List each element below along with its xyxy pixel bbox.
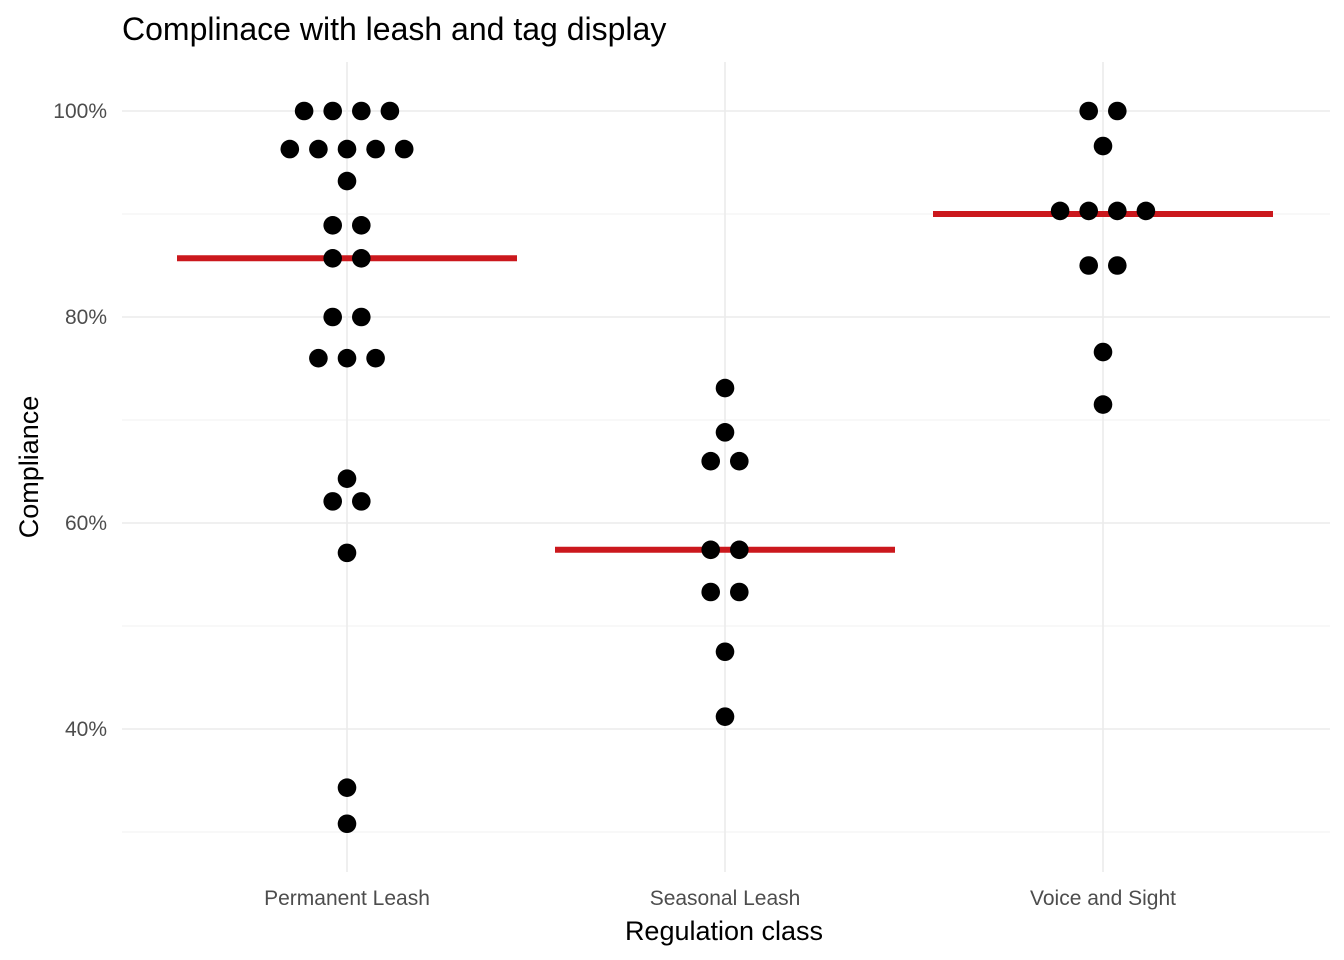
data-point [323, 307, 343, 327]
data-point [1108, 101, 1127, 121]
x-tick-label: Seasonal Leash [650, 887, 801, 910]
data-point [337, 469, 357, 489]
y-axis-title: Compliance [14, 396, 44, 539]
data-point [730, 582, 749, 602]
grid [122, 62, 1330, 872]
data-point [1093, 395, 1113, 414]
x-tick-label: Permanent Leash [264, 887, 430, 910]
data-point [730, 451, 749, 471]
mean-lines [177, 211, 1273, 553]
data-point [1050, 201, 1070, 221]
data-point [1079, 256, 1098, 275]
points [280, 101, 1156, 834]
data-point [366, 139, 385, 159]
data-point [352, 492, 371, 511]
y-tick-label: 100% [53, 100, 107, 123]
x-axis-ticks: Permanent Leash Seasonal Leash Voice and S… [264, 887, 1176, 910]
y-tick-label: 80% [65, 306, 107, 329]
data-point [730, 540, 749, 560]
data-point [323, 248, 343, 268]
data-point [1093, 136, 1113, 156]
y-tick-label: 60% [65, 512, 107, 535]
data-point [1108, 256, 1127, 275]
data-point [701, 451, 720, 471]
y-tick-label: 40% [65, 718, 107, 741]
x-axis-title: Regulation class [625, 916, 823, 946]
data-point [294, 101, 314, 121]
data-point [715, 378, 735, 398]
data-point [323, 492, 343, 511]
data-point [1079, 101, 1098, 121]
data-point [280, 139, 300, 159]
data-point [337, 543, 357, 563]
x-tick-label: Voice and Sight [1030, 887, 1176, 910]
data-point [309, 139, 328, 159]
data-point [352, 216, 371, 235]
data-point [366, 348, 385, 368]
data-point [715, 707, 735, 726]
data-point [394, 139, 414, 159]
data-point [337, 348, 357, 368]
data-point [337, 778, 357, 798]
data-point [352, 248, 371, 268]
data-point [715, 642, 735, 662]
data-point [380, 101, 400, 121]
data-point [352, 307, 371, 327]
y-axis-ticks: 40% 60% 80% 100% [53, 100, 107, 741]
data-point [1108, 201, 1127, 221]
data-point [323, 216, 343, 235]
data-point [337, 171, 357, 191]
chart-title: Complinace with leash and tag display [122, 11, 666, 47]
data-point [715, 423, 735, 442]
data-point [323, 101, 343, 121]
data-point [1093, 342, 1113, 362]
data-point [701, 582, 720, 602]
data-point [352, 101, 371, 121]
data-point [1136, 201, 1156, 221]
data-point [309, 348, 328, 368]
data-point [337, 814, 357, 834]
data-point [1079, 201, 1098, 221]
data-point [337, 139, 357, 159]
data-point [701, 540, 720, 560]
